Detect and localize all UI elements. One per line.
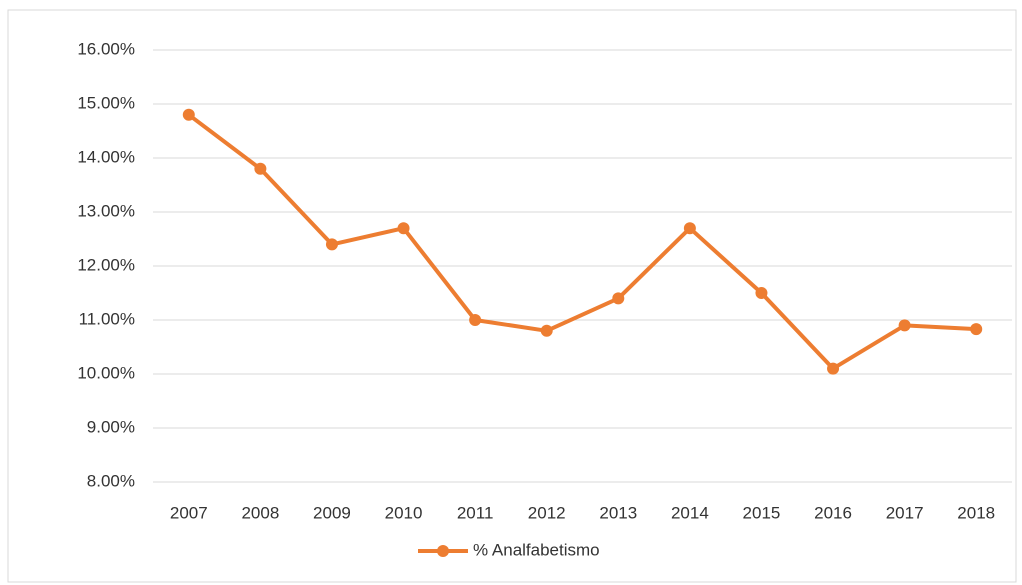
y-tick-label: 8.00% [87, 471, 135, 490]
x-tick-label: 2011 [457, 503, 494, 522]
point-marker [683, 222, 696, 235]
legend-marker [437, 545, 449, 557]
y-tick-label: 9.00% [87, 417, 135, 436]
x-tick-label: 2007 [170, 503, 208, 522]
y-tick-label: 12.00% [77, 255, 135, 274]
y-tick-label: 11.00% [79, 309, 135, 328]
x-tick-label: 2015 [743, 503, 781, 522]
point-marker [254, 162, 267, 175]
point-marker [182, 108, 195, 121]
point-marker [755, 287, 768, 299]
y-tick-label: 16.00% [77, 39, 135, 58]
point-marker [612, 292, 625, 305]
x-tick-label: 2010 [385, 503, 423, 522]
x-tick-label: 2008 [241, 503, 279, 522]
series-line [187, 113, 977, 371]
x-tick-label: 2012 [528, 503, 566, 522]
x-tick-label: 2013 [599, 503, 637, 522]
x-tick-label: 2014 [671, 503, 709, 522]
point-marker [469, 314, 482, 326]
chart-border [7, 9, 1017, 583]
point-marker [397, 222, 410, 235]
x-tick-label: 2009 [313, 503, 351, 522]
x-tick-label: 2018 [957, 503, 995, 522]
point-marker [540, 324, 553, 337]
y-tick-label: 14.00% [77, 147, 135, 166]
x-tick-label: 2017 [886, 503, 924, 522]
point-marker [898, 319, 911, 332]
x-tick-label: 2016 [814, 503, 852, 522]
legend-label: % Analfabetismo [473, 540, 600, 559]
y-tick-label: 13.00% [77, 201, 135, 220]
point-marker [827, 362, 840, 375]
point-marker [325, 238, 338, 251]
y-tick-label: 15.00% [77, 93, 135, 112]
y-tick-label: 10.00% [77, 363, 135, 382]
point-marker [970, 323, 983, 336]
